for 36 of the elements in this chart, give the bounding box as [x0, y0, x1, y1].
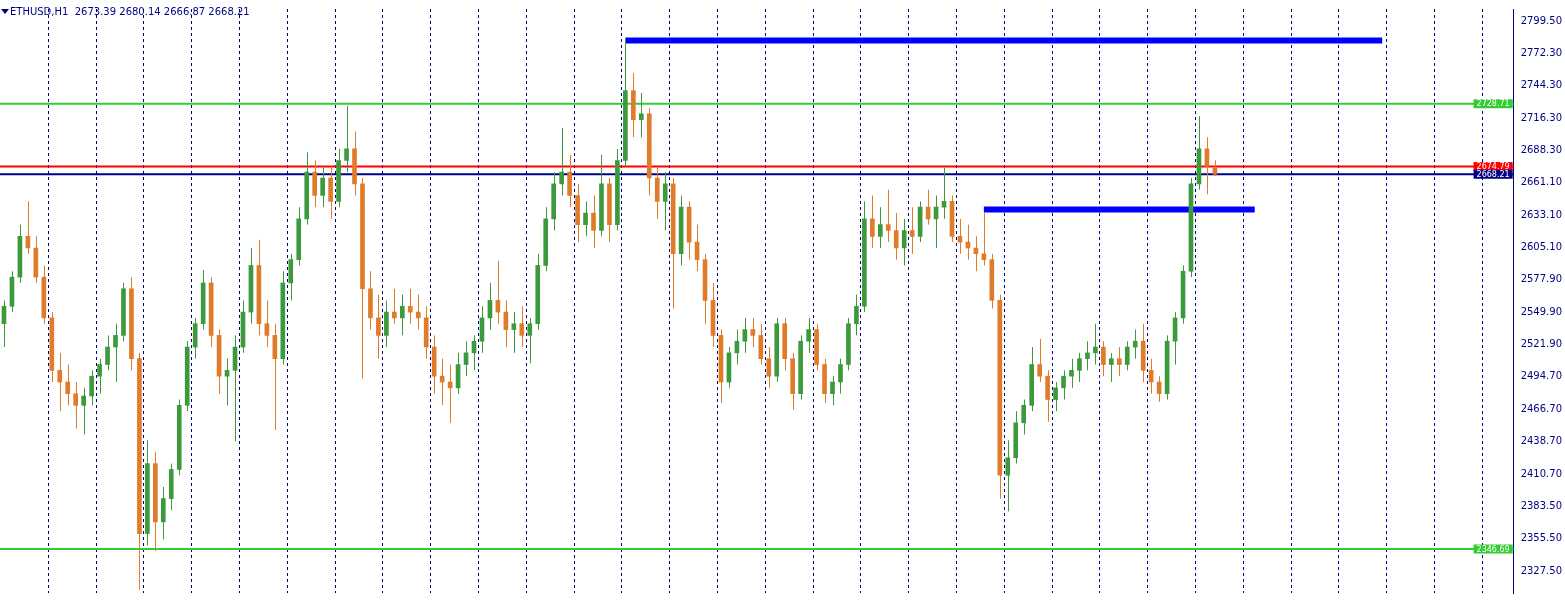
candlestick [519, 305, 525, 348]
y-tick-label: 2355.50 [1520, 532, 1563, 544]
candlestick [1037, 338, 1042, 383]
y-tick-label: 2633.10 [1520, 208, 1563, 220]
y-tick-label: 2327.50 [1520, 565, 1563, 577]
y-tick-label: 2688.30 [1520, 144, 1563, 156]
chart-title: ETHUSD,H1 2673.39 2680.14 2666.87 2668.21 [10, 6, 250, 17]
candlestick [1116, 346, 1122, 377]
y-tick-label: 2494.70 [1520, 370, 1563, 382]
y-tick-label: 2438.70 [1520, 435, 1563, 447]
ref-line-label: 2674.79 [1476, 162, 1510, 172]
y-tick-label: 2716.30 [1520, 111, 1563, 123]
y-tick-label: 2799.50 [1520, 14, 1563, 26]
candlestick [73, 381, 79, 430]
candlestick [1109, 352, 1114, 383]
y-tick-label: 2549.90 [1520, 305, 1563, 317]
ref-line-label: 2728.71 [1476, 99, 1510, 109]
y-tick-label: 2772.30 [1520, 46, 1563, 58]
y-tick-label: 2744.30 [1520, 79, 1563, 91]
y-tick-label: 2466.70 [1520, 402, 1563, 414]
candlestick [527, 317, 533, 364]
candlestick [885, 189, 891, 243]
y-tick-label: 2383.50 [1520, 499, 1563, 511]
y-tick-label: 2577.90 [1520, 273, 1563, 285]
y-tick-label: 2410.70 [1520, 468, 1563, 480]
candlestick [97, 358, 102, 395]
candlestick [877, 206, 883, 249]
y-tick-label: 2661.10 [1520, 176, 1563, 188]
ref-line-label: 2346.69 [1476, 544, 1510, 554]
candlestick [806, 317, 811, 354]
candlestick [1069, 358, 1074, 389]
y-tick-label: 2521.90 [1520, 338, 1563, 350]
ref-line-label: 2668.21 [1476, 169, 1510, 179]
candlestick [909, 206, 915, 255]
candlestick [1077, 352, 1082, 383]
y-tick-label: 2605.10 [1520, 241, 1563, 253]
